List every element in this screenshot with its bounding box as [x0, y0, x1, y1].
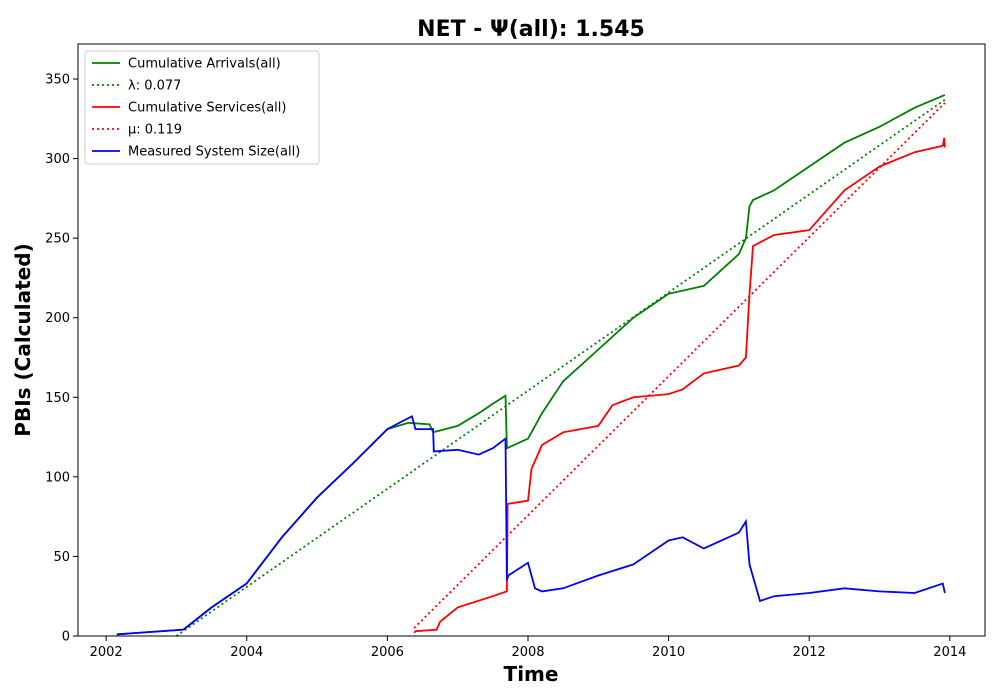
legend-label: μ: 0.119 — [128, 123, 182, 138]
x-tick-label: 2014 — [933, 645, 966, 660]
legend-label: Measured System Size(all) — [128, 145, 300, 160]
series-line-3 — [413, 102, 946, 629]
plot-area — [116, 94, 946, 637]
y-tick-label: 200 — [45, 311, 70, 326]
y-tick-label: 100 — [45, 470, 70, 485]
x-tick-label: 2002 — [90, 645, 123, 660]
y-axis: 0 50 100 150 200 250 300 350 — [45, 73, 78, 645]
legend-label: λ: 0.077 — [128, 79, 181, 94]
x-axis: 2002 2004 2006 2008 2010 2012 2014 — [90, 636, 966, 660]
x-tick-label: 2012 — [793, 645, 826, 660]
legend-label: Cumulative Services(all) — [128, 101, 286, 116]
y-tick-label: 250 — [45, 232, 70, 247]
series-line-2 — [413, 137, 946, 634]
y-tick-label: 300 — [45, 152, 70, 167]
x-tick-label: 2008 — [511, 645, 544, 660]
series-line-1 — [175, 98, 946, 637]
y-tick-label: 50 — [53, 550, 70, 565]
series-line-4 — [116, 415, 946, 636]
series-line-0 — [116, 94, 946, 636]
x-tick-label: 2006 — [371, 645, 404, 660]
x-tick-label: 2010 — [652, 645, 685, 660]
plot-frame — [77, 43, 986, 637]
legend-box — [84, 50, 320, 165]
y-tick-label: 150 — [45, 391, 70, 406]
chart-title: NET - Ψ(all): 1.545 — [417, 17, 645, 42]
y-tick-label: 350 — [45, 73, 70, 88]
x-tick-label: 2004 — [230, 645, 263, 660]
y-axis-label: PBIs (Calculated) — [11, 243, 35, 436]
legend-label: Cumulative Arrivals(all) — [128, 57, 281, 72]
x-axis-label: Time — [504, 662, 559, 686]
y-tick-label: 0 — [62, 630, 70, 645]
legend: Cumulative Arrivals(all) λ: 0.077 Cumulati… — [84, 50, 320, 165]
